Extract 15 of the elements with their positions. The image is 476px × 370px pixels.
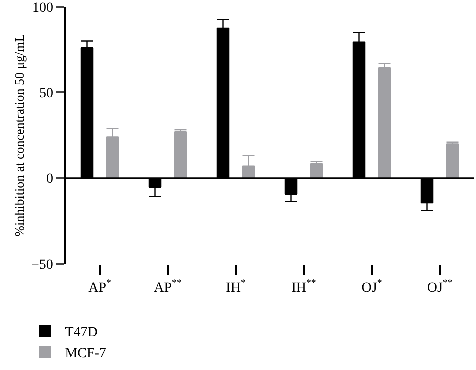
x-tick-label: IH$^{*}$: [226, 278, 246, 296]
bar: [174, 132, 188, 178]
x-tick-label: OJ$^{**}$: [427, 278, 453, 296]
y-tick-label: 100: [32, 0, 54, 16]
x-tick-label: AP$^{**}$: [154, 278, 182, 296]
bar: [446, 144, 460, 178]
y-tick-label: −50: [32, 258, 54, 273]
x-tick-label: OJ$^{*}$: [362, 278, 382, 296]
x-tick-label: AP$^{*}$: [88, 278, 112, 296]
legend-label: T47D: [65, 325, 98, 340]
y-tick-label: 50: [39, 86, 54, 102]
x-tick-label: IH$^{**}$: [292, 278, 316, 296]
y-axis-title: %inhibition at concentration 50 μg/mL: [12, 34, 27, 237]
legend-label: MCF-7: [65, 346, 106, 362]
y-tick-label: 0: [46, 172, 54, 188]
